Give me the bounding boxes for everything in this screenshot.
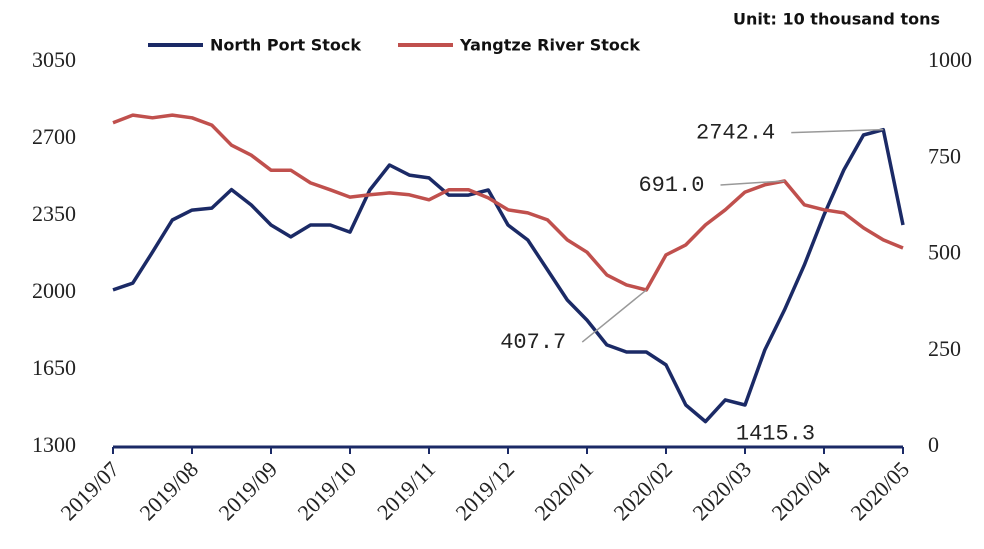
y2-tick-label: 500 — [928, 240, 961, 265]
y-tick-label: 2700 — [32, 124, 76, 149]
y2-tick-label: 0 — [928, 432, 939, 457]
y2-tick-label: 750 — [928, 143, 961, 168]
series-line — [112, 113, 904, 292]
data-label: 2742.4 — [696, 120, 775, 145]
x-tick-label: 2020/04 — [766, 456, 835, 525]
x-tick-label: 2019/11 — [372, 456, 440, 524]
x-tick-label: 2019/08 — [134, 456, 203, 525]
data-label: 691.0 — [638, 173, 704, 198]
x-tick-label: 2020/03 — [687, 456, 756, 525]
x-tick-label: 2020/01 — [529, 456, 598, 525]
y-tick-label: 2350 — [32, 201, 76, 226]
data-label: 407.7 — [500, 330, 566, 355]
x-tick-label: 2019/09 — [213, 456, 282, 525]
x-tick-label: 2019/10 — [292, 456, 361, 525]
leader-line — [791, 128, 884, 134]
x-tick-label: 2020/02 — [608, 456, 677, 525]
x-tick-label: 2019/07 — [55, 456, 124, 525]
y-tick-label: 1650 — [32, 355, 76, 380]
unit-label: Unit: 10 thousand tons — [733, 10, 940, 29]
y-tick-label: 3050 — [32, 47, 76, 72]
series-line — [112, 127, 905, 424]
legend-label: Yangtze River Stock — [459, 36, 640, 55]
x-tick-label: 2019/12 — [450, 456, 519, 525]
y-tick-label: 1300 — [32, 432, 76, 457]
legend-label: North Port Stock — [210, 36, 361, 55]
data-label: 1415.3 — [736, 421, 815, 446]
y2-tick-label: 1000 — [928, 47, 972, 72]
leader-line — [581, 289, 647, 343]
leader-line — [720, 180, 785, 186]
y2-tick-label: 250 — [928, 336, 961, 361]
y-tick-label: 2000 — [32, 278, 76, 303]
x-tick-label: 2020/05 — [845, 456, 914, 525]
